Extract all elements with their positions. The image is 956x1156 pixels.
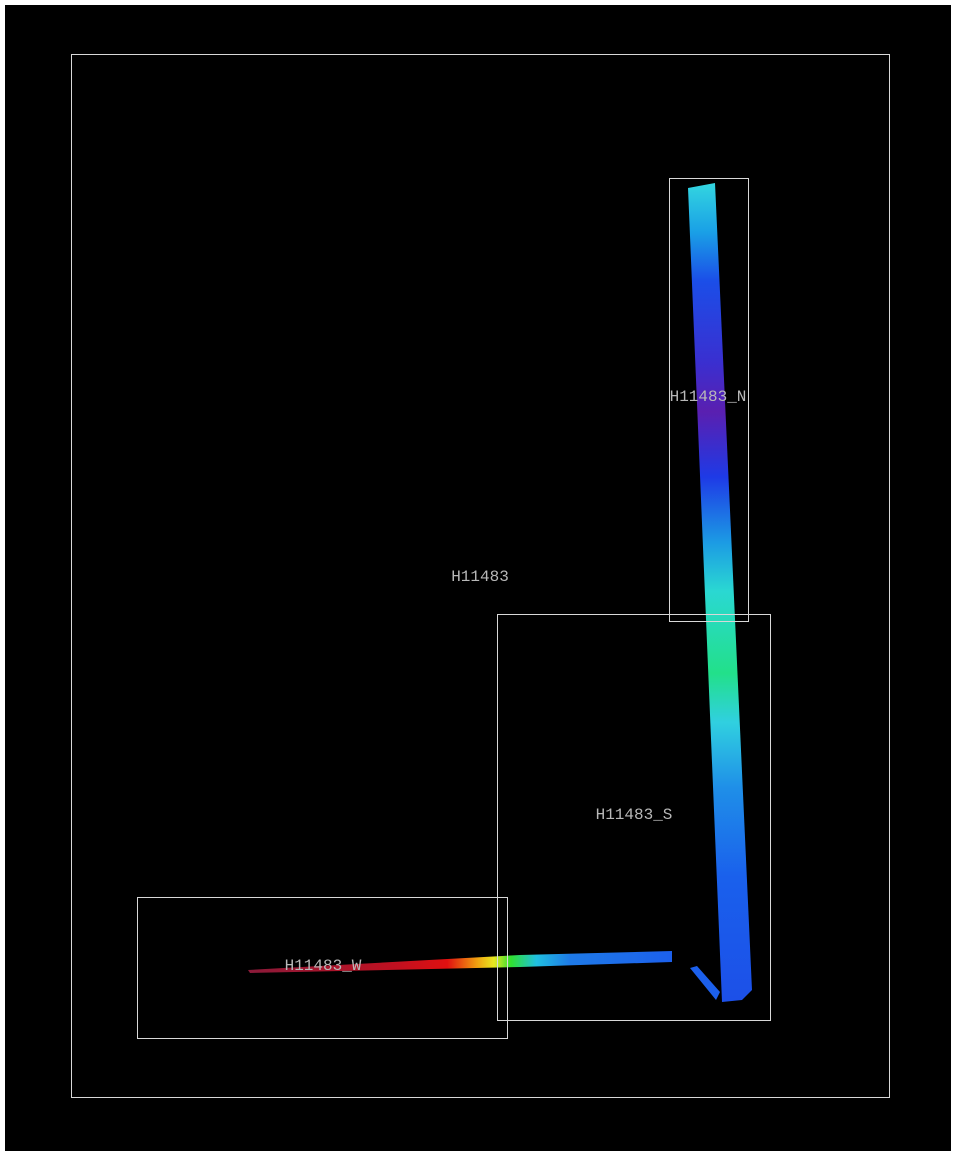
sub-sheet-label: H11483_S [596,806,673,824]
sub-sheet-label: H11483_W [285,957,362,975]
page: {"sheet": {"label": "H11483"}, "sub_shee… [0,0,956,1156]
sheet-label: H11483 [451,568,509,586]
map-view: H11483 H11483_N H11483_S H11483_W [0,0,956,1156]
sub-sheet-label: H11483_N [670,388,747,406]
